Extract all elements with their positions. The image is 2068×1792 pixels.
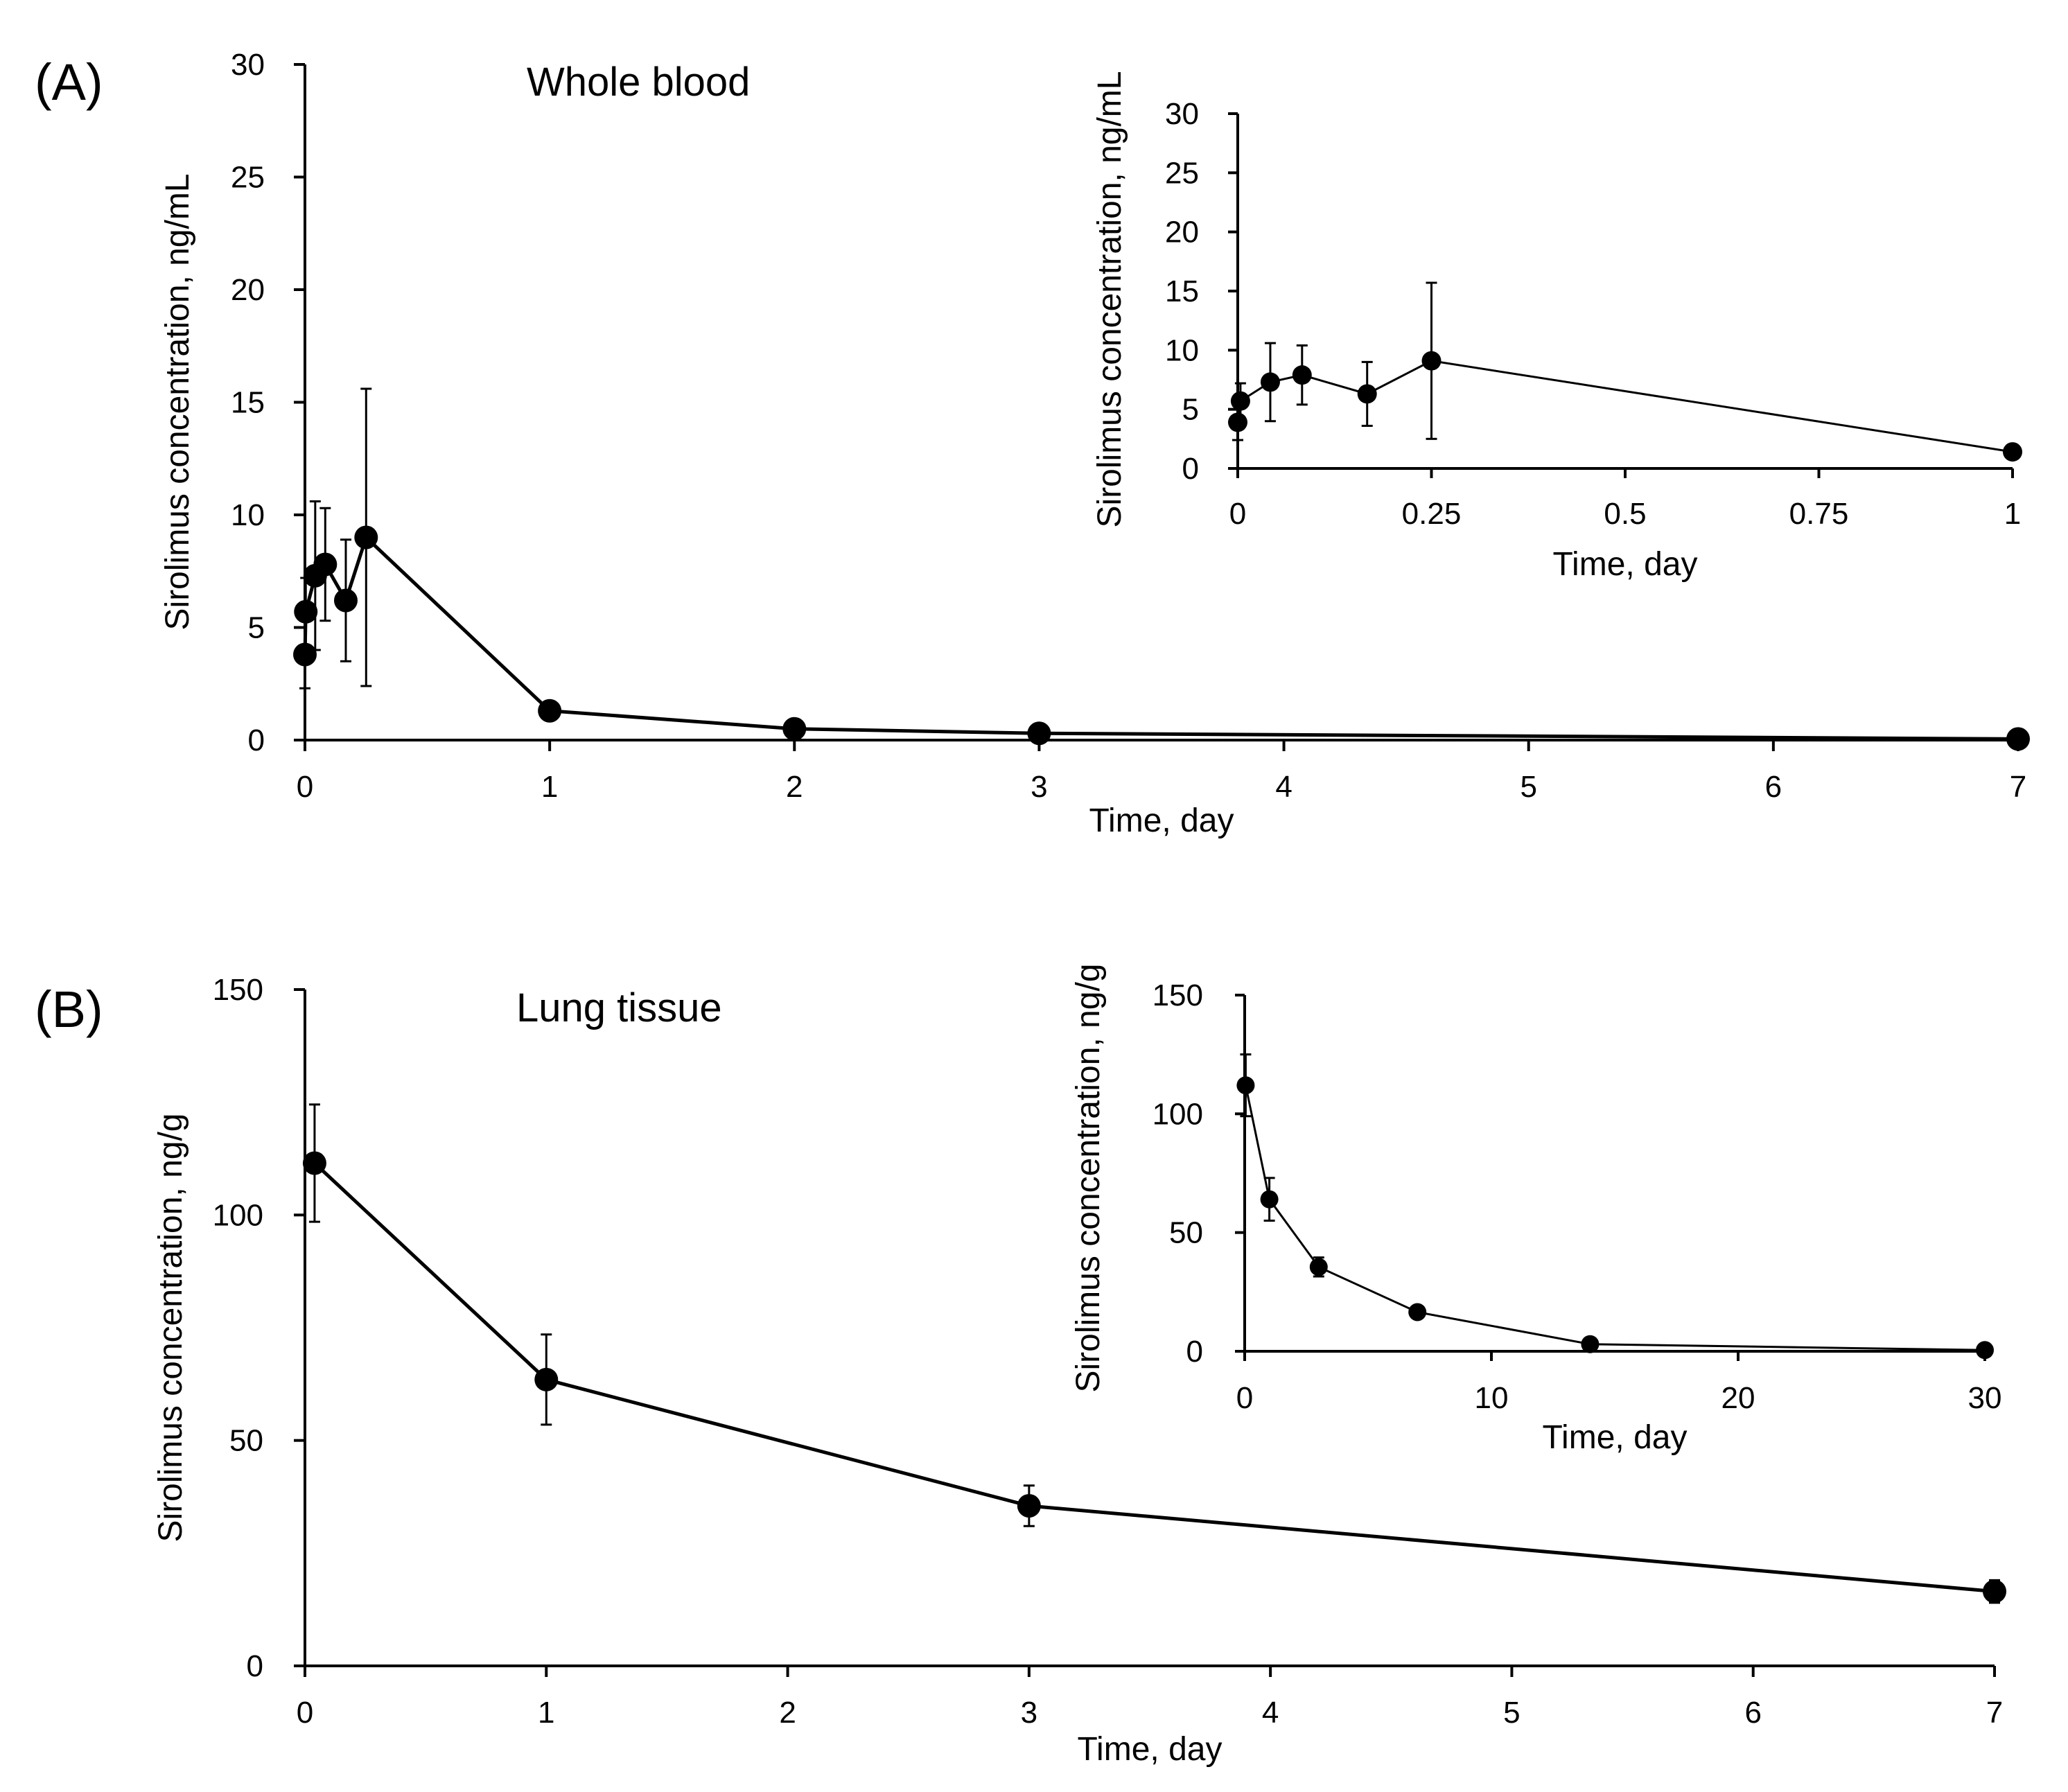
data-point: [782, 717, 807, 741]
y-axis-title: Sirolimus concentration, ng/mL: [159, 174, 196, 631]
data-point: [1228, 412, 1247, 432]
y-tick-label: 10: [1165, 333, 1199, 367]
chart-title: Lung tissue: [516, 985, 722, 1030]
data-point: [534, 1367, 559, 1391]
x-tick-label: 1: [538, 1696, 554, 1730]
y-tick-label: 5: [248, 611, 265, 645]
x-tick-label: 2: [779, 1696, 796, 1730]
y-tick-label: 0: [1186, 1335, 1203, 1369]
y-tick-label: 100: [213, 1198, 263, 1232]
y-tick-label: 150: [1153, 978, 1203, 1012]
x-tick-label: 0: [297, 770, 313, 804]
chart-lung-tissue-inset: 0 10 20 30 0 50 100 150 Time, day Sirolimus conce…: [1070, 964, 2001, 1456]
y-tick-label: 10: [231, 498, 265, 532]
x-tick-label: 3: [1031, 770, 1047, 804]
y-tick-label: 20: [231, 273, 265, 307]
x-tick-label: 2: [786, 770, 803, 804]
x-tick-label: 5: [1520, 770, 1536, 804]
y-tick-label: 50: [1169, 1216, 1203, 1250]
data-point: [2006, 727, 2030, 751]
y-tick-label: 0: [247, 1649, 263, 1683]
data-point: [1027, 721, 1051, 746]
y-tick-label: 150: [213, 973, 263, 1007]
y-tick-label: 50: [229, 1424, 263, 1458]
data-point: [1017, 1494, 1041, 1518]
x-tick-label: 0.25: [1402, 497, 1462, 531]
x-tick-label: 6: [1744, 1696, 1761, 1730]
data-point: [1260, 372, 1280, 392]
y-tick-label: 25: [1165, 156, 1199, 190]
x-tick-label: 1: [2004, 497, 2021, 531]
data-point: [333, 588, 358, 613]
x-tick-label: 0: [1236, 1381, 1253, 1415]
panel-label-b: (B): [35, 981, 103, 1038]
data-point: [538, 699, 562, 723]
y-tick-label: 5: [1182, 393, 1199, 427]
data-point: [1292, 365, 1312, 385]
y-axis-title: Sirolimus concentration, ng/g: [1070, 964, 1107, 1393]
data-point: [1976, 1341, 1994, 1360]
x-tick-label: 5: [1503, 1696, 1520, 1730]
data-point: [1260, 1190, 1279, 1209]
data-point: [1421, 351, 1442, 371]
series-line: [303, 534, 2019, 741]
x-tick-label: 0.75: [1789, 497, 1849, 531]
y-axis-title: Sirolimus concentration, ng/mL: [1092, 71, 1128, 528]
panel-label-a: (A): [35, 53, 103, 111]
x-tick-label: 0: [1229, 497, 1246, 531]
y-tick-label: 100: [1153, 1097, 1203, 1131]
x-tick-label: 0.5: [1604, 497, 1646, 531]
y-tick-label: 30: [1165, 97, 1199, 131]
y-tick-label: 20: [1165, 216, 1199, 249]
y-tick-label: 30: [231, 48, 265, 82]
data-point: [294, 599, 318, 624]
series-line: [1236, 360, 2013, 453]
x-tick-label: 1: [541, 770, 558, 804]
x-tick-label: 6: [1765, 770, 1782, 804]
data-point: [302, 1151, 326, 1175]
x-axis-title: Time, day: [1078, 1731, 1223, 1768]
data-point: [2003, 442, 2022, 462]
x-axis-title: Time, day: [1543, 1419, 1688, 1456]
data-point: [1230, 391, 1250, 411]
data-point: [354, 525, 378, 550]
data-point: [1408, 1303, 1427, 1321]
data-point: [313, 552, 338, 577]
y-tick-label: 15: [231, 386, 265, 420]
y-tick-label: 25: [231, 161, 265, 195]
data-point: [1309, 1258, 1328, 1276]
series-line: [313, 1161, 1995, 1594]
x-tick-label: 0: [297, 1696, 313, 1730]
y-axis-title: Sirolimus concentration, ng/g: [152, 1114, 189, 1543]
x-axis-title: Time, day: [1089, 802, 1234, 839]
x-tick-label: 4: [1275, 770, 1292, 804]
y-tick-label: 15: [1165, 274, 1199, 308]
data-point: [293, 642, 317, 667]
series-line: [1244, 1084, 1986, 1351]
data-point: [1236, 1076, 1255, 1095]
x-tick-label: 7: [2010, 770, 2026, 804]
x-tick-label: 30: [1968, 1381, 2002, 1415]
y-tick-label: 0: [1182, 452, 1199, 486]
x-tick-label: 4: [1262, 1696, 1279, 1730]
data-point: [1357, 384, 1377, 404]
x-tick-label: 20: [1721, 1381, 1755, 1415]
data-point: [1983, 1579, 2006, 1604]
data-point: [1581, 1335, 1600, 1353]
x-tick-label: 7: [1986, 1696, 2003, 1730]
chart-title: Whole blood: [527, 60, 750, 105]
x-tick-label: 10: [1475, 1381, 1509, 1415]
x-axis-title: Time, day: [1553, 546, 1698, 583]
y-tick-label: 0: [248, 723, 265, 757]
x-tick-label: 3: [1021, 1696, 1037, 1730]
